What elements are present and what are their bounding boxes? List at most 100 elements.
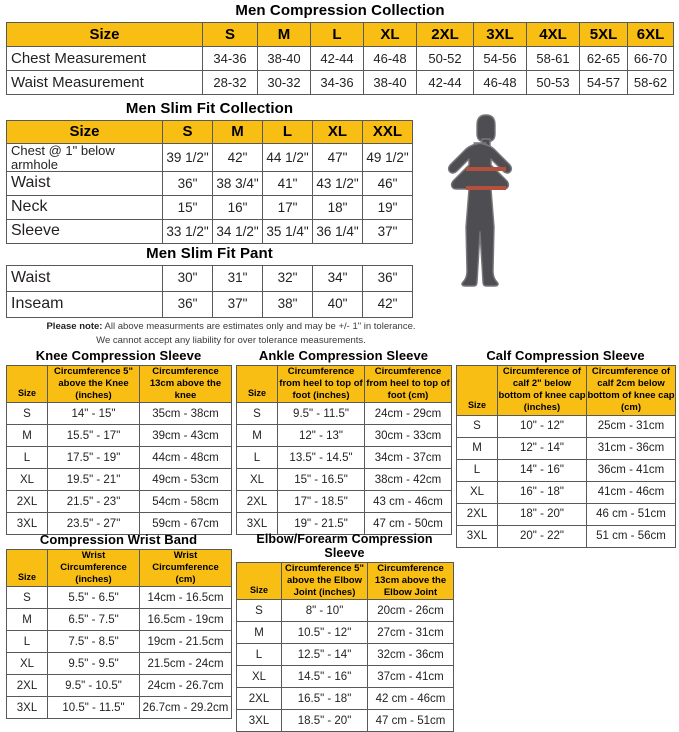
table-row: L 17.5" - 19" 44cm - 48cm: [6, 446, 232, 470]
cell-size: 2XL: [236, 687, 282, 711]
header-line: from heel to top of: [279, 378, 363, 390]
cell-inches: 19.5" - 21": [47, 468, 140, 492]
men-slim-fit-collection-table: Size S M L XL XXL Chest @ 1" below armho…: [6, 120, 413, 245]
table-header-row: Size Circumference 5" above the Knee (in…: [6, 364, 232, 404]
cell-size: 2XL: [236, 490, 278, 514]
compression-wrist-band-title: Compression Wrist Band: [39, 532, 198, 547]
cell-size: 3XL: [456, 524, 498, 548]
cell-cm: 42 cm - 46cm: [367, 687, 454, 711]
header-line: Circumference of: [591, 366, 671, 377]
column-header-s: S: [162, 120, 213, 144]
header-line: 13cm above the: [149, 378, 222, 390]
cell-chest-xl: 47": [312, 142, 363, 173]
calf-compression-sleeve-title: Calf Compression Sleeve: [486, 348, 645, 363]
table-row: L 14" - 16" 36cm - 41cm: [456, 458, 676, 482]
table-row: 2XL 17" - 18.5" 43 cm - 46cm: [236, 490, 452, 514]
cell-chest-2xl: 50-52: [416, 46, 474, 71]
table-row: 2XL 9.5" - 10.5" 24cm - 26.7cm: [6, 674, 232, 698]
table-row: S 5.5" - 6.5" 14cm - 16.5cm: [6, 586, 232, 610]
header-line: bottom of knee cap: [498, 390, 586, 402]
table-header-row: Size S M L XL 2XL 3XL 4XL 5XL 6XL: [6, 22, 674, 47]
table-row: Neck 15" 16" 17" 18" 19": [6, 195, 413, 221]
cell-size: 2XL: [6, 674, 48, 698]
header-line: (inches): [75, 390, 112, 402]
column-header-size: Size: [236, 364, 278, 404]
cell-chest-l: 42-44: [310, 46, 364, 71]
men-compression-collection-title: Men Compression Collection: [235, 2, 445, 19]
knee-compression-sleeve-title: Knee Compression Sleeve: [35, 348, 202, 363]
cell-cm: 49cm - 53cm: [139, 468, 232, 492]
header-line: Elbow Joint: [383, 587, 438, 599]
cell-inseam-2: 37": [212, 291, 263, 318]
table-row: M 12" - 13" 30cm - 33cm: [236, 424, 452, 448]
column-header-l: L: [262, 120, 313, 144]
row-label-waist: Waist: [6, 265, 163, 292]
men-slim-fit-collection-section: Men Slim Fit Collection Size S M L XL XX…: [6, 100, 413, 245]
table-row: XL 16" - 18" 41cm - 46cm: [456, 480, 676, 504]
cell-cm: 34cm - 37cm: [364, 446, 452, 470]
cell-inches: 10.5" - 11.5": [47, 696, 140, 720]
cell-sleeve-l: 35 1/4": [262, 219, 313, 245]
men-compression-collection-section: Men Compression Collection Size S M L XL…: [6, 2, 674, 95]
header-line: Circumference: [152, 366, 219, 377]
cell-waist-2: 31": [212, 265, 263, 292]
column-header-inches: Circumference of calf 2" below bottom of…: [497, 365, 587, 416]
cell-sleeve-s: 33 1/2": [162, 219, 213, 245]
cell-inches: 14" - 15": [47, 402, 140, 426]
cell-waist-m: 38 3/4": [212, 171, 263, 197]
men-slim-fit-pant-table: Waist 30" 31" 32" 34" 36" Inseam 36" 37"…: [6, 265, 413, 318]
men-slim-fit-pant-section: Men Slim Fit Pant Waist 30" 31" 32" 34" …: [6, 245, 413, 318]
cell-inches: 12" - 14": [497, 436, 587, 460]
row-label-neck: Neck: [6, 195, 163, 221]
cell-chest-l: 44 1/2": [262, 142, 313, 173]
header-line: 13cm above the: [374, 575, 447, 587]
cell-waist-xxl: 46": [362, 171, 413, 197]
men-slim-fit-collection-title: Men Slim Fit Collection: [125, 100, 294, 117]
cell-inches: 12" - 13": [277, 424, 365, 448]
cell-chest-m: 38-40: [257, 46, 311, 71]
cell-size: 3XL: [236, 709, 282, 732]
cell-cm: 31cm - 36cm: [586, 436, 676, 460]
column-header-size: Size: [236, 561, 282, 601]
cell-cm: 32cm - 36cm: [367, 643, 454, 667]
knee-compression-sleeve-section: Knee Compression Sleeve Size Circumferen…: [6, 348, 232, 536]
cell-size: M: [6, 424, 48, 448]
table-row: Sleeve 33 1/2" 34 1/2" 35 1/4" 36 1/4" 3…: [6, 219, 413, 245]
calf-compression-sleeve-section: Calf Compression Sleeve Size Circumferen…: [456, 348, 676, 548]
cell-inches: 7.5" - 8.5": [47, 630, 140, 654]
table-header-row: Size Circumference of calf 2" below bott…: [456, 365, 676, 416]
cell-chest-xxl: 49 1/2": [362, 142, 413, 173]
table-row: S 14" - 15" 35cm - 38cm: [6, 402, 232, 426]
table-row: Waist Measurement 28-32 30-32 34-36 38-4…: [6, 70, 674, 95]
ankle-compression-sleeve-section: Ankle Compression Sleeve Size Circumfere…: [236, 348, 452, 536]
cell-cm: 47 cm - 51cm: [367, 709, 454, 732]
cell-size: S: [236, 402, 278, 426]
row-label-waist-measurement: Waist Measurement: [6, 70, 203, 95]
column-header-cm: Wrist Circumference (cm): [139, 548, 232, 588]
cell-cm: 19cm - 21.5cm: [139, 630, 232, 654]
cell-size: L: [236, 446, 278, 470]
cell-inches: 6.5" - 7.5": [47, 608, 140, 632]
table-row: S 8" - 10" 20cm - 26cm: [236, 599, 454, 623]
column-header-inches: Circumference 5" above the Knee (inches): [47, 364, 140, 404]
cell-chest-xl: 46-48: [363, 46, 417, 71]
cell-cm: 44cm - 48cm: [139, 446, 232, 470]
cell-waist-1: 30": [162, 265, 213, 292]
table-row: L 7.5" - 8.5" 19cm - 21.5cm: [6, 630, 232, 654]
cell-size: XL: [456, 480, 498, 504]
chest-measure-line: [466, 167, 506, 171]
cell-cm: 16.5cm - 19cm: [139, 608, 232, 632]
cell-cm: 39cm - 43cm: [139, 424, 232, 448]
table-header-row: Size Circumference 5" above the Elbow Jo…: [236, 561, 454, 601]
header-line: Joint (inches): [293, 587, 356, 599]
cell-chest-3xl: 54-56: [473, 46, 527, 71]
column-header-m: M: [212, 120, 263, 144]
header-line: above the Elbow: [287, 575, 362, 587]
header-line: Circumference 5": [285, 563, 364, 574]
table-header-row: Size Circumference from heel to top of f…: [236, 364, 452, 404]
cell-neck-s: 15": [162, 195, 213, 221]
header-line: Circumference of: [502, 366, 582, 377]
cell-cm: 25cm - 31cm: [586, 414, 676, 438]
header-line: bottom of knee cap: [587, 390, 675, 402]
cell-waist-xl: 38-40: [363, 70, 417, 95]
